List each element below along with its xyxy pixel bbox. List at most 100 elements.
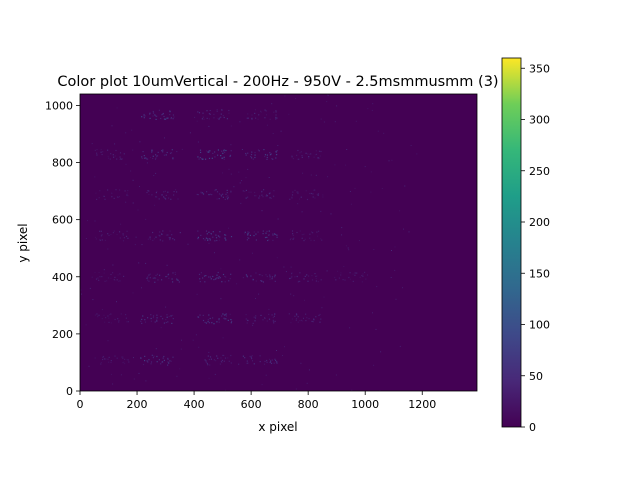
heatmap-speckle — [218, 321, 220, 323]
heatmap-speckle — [141, 116, 143, 118]
heatmap-speckle — [254, 195, 256, 197]
heatmap-speckle — [364, 271, 366, 273]
heatmap-speckle — [300, 319, 302, 321]
x-tick-label: 600 — [241, 398, 262, 411]
heatmap-speckle — [296, 275, 298, 278]
heatmap-speckle — [296, 191, 298, 193]
heatmap-speckle — [172, 314, 174, 316]
heatmap-speckle — [251, 117, 253, 119]
heatmap-speckle — [168, 315, 170, 318]
heatmap-speckle — [97, 277, 99, 279]
heatmap-speckle — [223, 149, 225, 151]
heatmap-speckle — [117, 196, 119, 198]
heatmap-speckle — [206, 117, 208, 119]
heatmap-speckle — [299, 272, 301, 274]
heatmap-speckle — [321, 307, 323, 309]
heatmap-speckle — [100, 362, 102, 363]
heatmap-speckle — [266, 156, 268, 159]
heatmap-speckle — [349, 272, 351, 274]
heatmap-speckle — [101, 318, 103, 320]
heatmap-speckle — [103, 269, 105, 271]
heatmap-speckle — [156, 319, 158, 321]
heatmap-speckle — [158, 198, 160, 200]
heatmap-speckle — [171, 278, 173, 280]
colorbar-tick-label: 300 — [529, 114, 550, 127]
heatmap-speckle — [293, 295, 295, 297]
heatmap-speckle — [351, 389, 353, 391]
heatmap-speckle — [266, 154, 268, 156]
heatmap-speckle — [276, 362, 278, 364]
heatmap-speckle — [108, 234, 110, 236]
heatmap-speckle — [155, 236, 157, 238]
heatmap-speckle — [102, 356, 104, 358]
heatmap-speckle — [206, 110, 208, 112]
heatmap-speckle — [268, 230, 270, 232]
heatmap-speckle — [313, 156, 315, 158]
heatmap-speckle — [380, 351, 382, 353]
heatmap-speckle — [416, 153, 418, 155]
heatmap-speckle — [305, 190, 307, 192]
heatmap-speckle — [275, 359, 277, 361]
colorbar-tick-label: 100 — [529, 319, 550, 332]
heatmap-speckle — [95, 238, 97, 240]
heatmap-speckle — [164, 137, 165, 139]
heatmap-speckle — [358, 240, 360, 242]
heatmap-speckle — [316, 235, 319, 237]
heatmap-speckle — [313, 189, 315, 191]
heatmap-speckle — [292, 234, 294, 236]
heatmap-speckle — [264, 109, 266, 111]
heatmap-speckle — [276, 350, 277, 351]
heatmap-speckle — [228, 360, 230, 362]
heatmap-speckle — [197, 230, 199, 232]
heatmap-speckle — [271, 359, 273, 361]
heatmap-speckle — [192, 339, 194, 341]
heatmap-speckle — [156, 355, 158, 358]
heatmap-speckle — [315, 174, 317, 176]
heatmap-speckle — [381, 188, 383, 189]
heatmap-speckle — [205, 361, 207, 364]
heatmap-speckle — [228, 227, 230, 229]
heatmap-speckle — [250, 191, 252, 193]
heatmap-speckle — [375, 328, 377, 330]
heatmap-speckle — [280, 130, 282, 132]
heatmap-speckle — [202, 158, 204, 160]
heatmap-speckle — [244, 233, 245, 235]
heatmap-speckle — [100, 363, 102, 365]
heatmap-speckle — [153, 355, 155, 357]
heatmap-speckle — [141, 244, 143, 246]
heatmap-speckle — [227, 357, 229, 359]
heatmap-speckle — [124, 363, 126, 365]
heatmap-speckle — [197, 156, 199, 158]
heatmap-speckle — [205, 360, 207, 362]
heatmap-speckle — [156, 115, 158, 117]
heatmap-speckle — [104, 195, 105, 197]
heatmap-speckle — [272, 133, 274, 134]
heatmap-speckle — [309, 237, 311, 239]
heatmap-speckle — [132, 292, 134, 294]
heatmap-speckle — [91, 143, 93, 145]
heatmap-speckle — [100, 151, 102, 153]
heatmap-speckle — [301, 234, 303, 236]
heatmap-speckle — [370, 171, 372, 173]
heatmap-speckle — [220, 298, 222, 300]
heatmap-speckle — [202, 112, 204, 114]
heatmap-speckle — [177, 279, 179, 281]
heatmap-speckle — [310, 174, 312, 176]
heatmap-speckle — [399, 345, 401, 347]
heatmap-speckle — [206, 233, 208, 235]
heatmap-speckle — [166, 275, 168, 277]
heatmap-speckles — [80, 94, 418, 391]
heatmap-speckle — [261, 275, 263, 277]
heatmap-speckle — [205, 275, 207, 277]
heatmap-speckle — [141, 322, 143, 324]
heatmap-speckle — [200, 192, 202, 194]
heatmap-speckle — [107, 149, 109, 151]
heatmap-speckle — [354, 272, 356, 274]
heatmap-speckle — [152, 357, 154, 359]
heatmap-speckle — [197, 236, 199, 238]
heatmap-speckle — [290, 293, 292, 295]
heatmap-speckle — [262, 196, 264, 198]
heatmap-speckle — [158, 234, 160, 236]
heatmap-speckle — [168, 237, 170, 239]
heatmap-speckle — [264, 360, 266, 362]
